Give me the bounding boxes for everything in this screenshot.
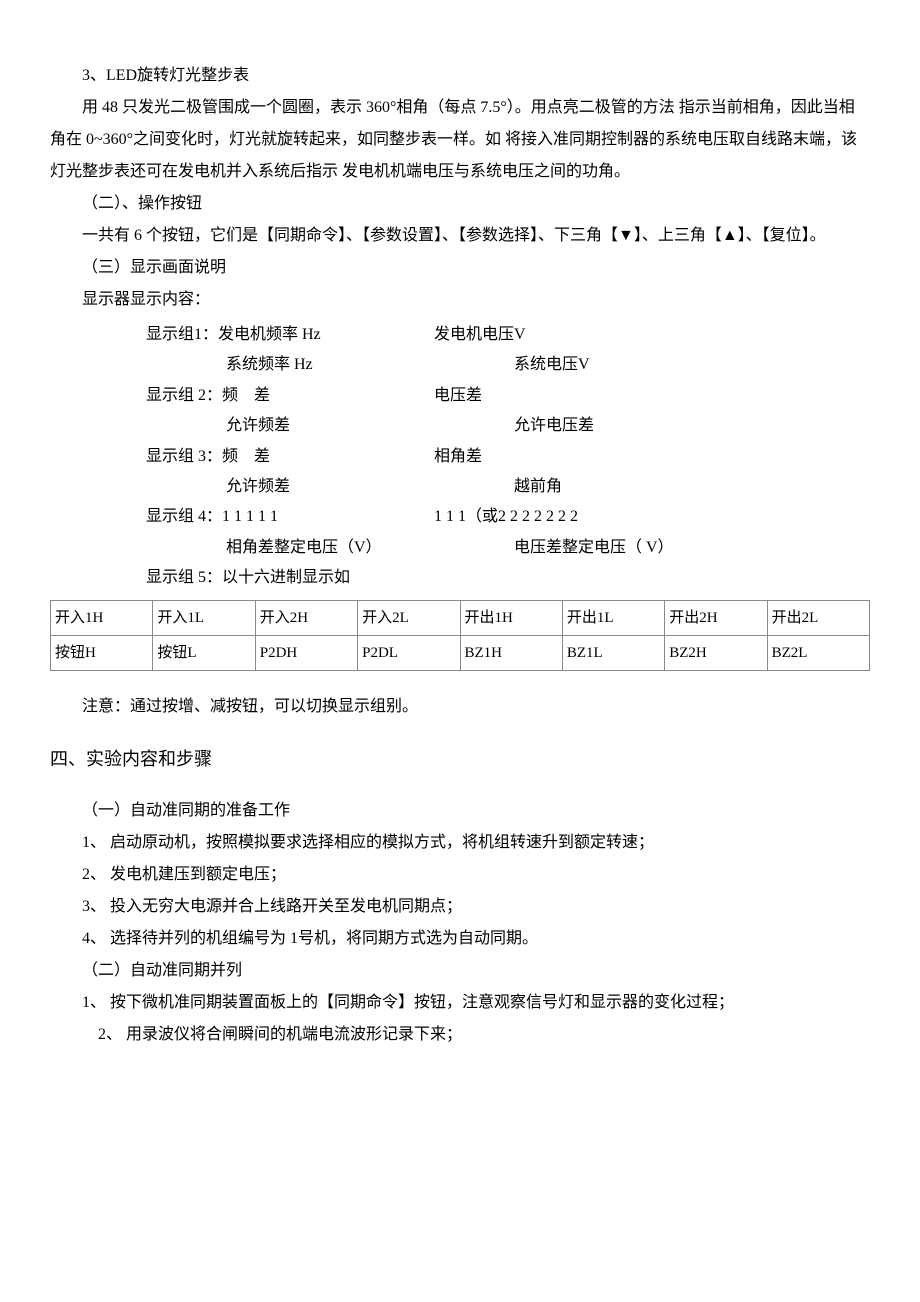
display-groups: 显示组1：发电机频率 Hz 发电机电压V 系统频率 Hz 系统电压V 显示组 2…: [146, 320, 870, 594]
group4-row2: 相角差整定电压（V） 电压差整定电压（ V）: [146, 533, 870, 563]
para-3-led-title: 3、LED旋转灯光整步表: [50, 60, 870, 92]
g3-l2l: 允许频差: [146, 472, 514, 502]
g1-l1r: 发电机电压V: [434, 320, 870, 350]
group3-row1: 显示组 3：频 差 相角差: [146, 442, 870, 472]
g2-l1l: 显示组 2：频 差: [146, 381, 434, 411]
cell: 开出2H: [665, 600, 767, 635]
g2-l2r: 允许电压差: [514, 411, 870, 441]
g3-l1l: 显示组 3：频 差: [146, 442, 434, 472]
step-1-1: 1、 启动原动机，按照模拟要求选择相应的模拟方式，将机组转速升到额定转速；: [50, 827, 870, 859]
para-led-desc: 用 48 只发光二极管围成一个圆圈，表示 360°相角（每点 7.5°）。用点亮…: [50, 92, 870, 188]
g3-l2r: 越前角: [514, 472, 870, 502]
cell: 开出1L: [562, 600, 664, 635]
cell: BZ1L: [562, 635, 664, 670]
cell: 开入1H: [51, 600, 153, 635]
group1-row1: 显示组1：发电机频率 Hz 发电机电压V: [146, 320, 870, 350]
cell: 开出1H: [460, 600, 562, 635]
g2-l1r: 电压差: [434, 381, 870, 411]
group2-row2: 允许频差 允许电压差: [146, 411, 870, 441]
step-1-4: 4、 选择待并列的机组编号为 1号机，将同期方式选为自动同期。: [50, 923, 870, 955]
subsec-2: （二）自动准同期并列: [50, 955, 870, 987]
para-display-intro: 显示器显示内容：: [50, 284, 870, 316]
step-2-2: 2、 用录波仪将合闸瞬间的机端电流波形记录下来；: [50, 1019, 870, 1051]
step-2-1-text: 1、 按下微机准同期装置面板上的【同期命令】按钮，注意观察信号灯和显示器的变化过…: [82, 994, 734, 1011]
group2-row1: 显示组 2：频 差 电压差: [146, 381, 870, 411]
buttons-text: 一共有 6 个按钮，它们是【同期命令】、【参数设置】、【参数选择】、下三角【▼】…: [82, 227, 826, 244]
para-sec2-title: （二）、操作按钮: [50, 188, 870, 220]
g4-l1r: 1 1 1（或2 2 2 2 2 2 2: [434, 502, 870, 532]
step-1-2: 2、 发电机建压到额定电压；: [50, 859, 870, 891]
cell: 开出2L: [767, 600, 869, 635]
table-row: 按钮H 按钮L P2DH P2DL BZ1H BZ1L BZ2H BZ2L: [51, 635, 870, 670]
cell: P2DH: [255, 635, 357, 670]
g2-l2l: 允许频差: [146, 411, 514, 441]
section-4-heading: 四、实验内容和步骤: [50, 741, 870, 777]
group4-row1: 显示组 4：1 1 1 1 1 1 1 1（或2 2 2 2 2 2 2: [146, 502, 870, 532]
para-buttons-desc: 一共有 6 个按钮，它们是【同期命令】、【参数设置】、【参数选择】、下三角【▼】…: [50, 220, 870, 252]
group5-row1: 显示组 5：以十六进制显示如: [146, 563, 870, 593]
cell: 开入2H: [255, 600, 357, 635]
g1-l2r: 系统电压V: [514, 350, 870, 380]
step-2-1: 1、 按下微机准同期装置面板上的【同期命令】按钮，注意观察信号灯和显示器的变化过…: [50, 987, 870, 1019]
subsec-1: （一）自动准同期的准备工作: [50, 795, 870, 827]
group3-row2: 允许频差 越前角: [146, 472, 870, 502]
para-sec3-title: （三）显示画面说明: [50, 252, 870, 284]
g1-l2l: 系统频率 Hz: [146, 350, 514, 380]
para-note: 注意：通过按增、减按钮，可以切换显示组别。: [50, 691, 870, 723]
g1-l1l: 显示组1：发电机频率 Hz: [146, 320, 434, 350]
cell: 开入1L: [153, 600, 255, 635]
cell: 按钮H: [51, 635, 153, 670]
g4-l1l: 显示组 4：1 1 1 1 1: [146, 502, 434, 532]
g5-l1l: 显示组 5：以十六进制显示如: [146, 563, 350, 593]
cell: P2DL: [358, 635, 460, 670]
group1-row2: 系统频率 Hz 系统电压V: [146, 350, 870, 380]
step-1-3: 3、 投入无穷大电源并合上线路开关至发电机同期点；: [50, 891, 870, 923]
g4-l2l: 相角差整定电压（V）: [146, 533, 514, 563]
hex-table: 开入1H 开入1L 开入2H 开入2L 开出1H 开出1L 开出2H 开出2L …: [50, 600, 870, 671]
table-row: 开入1H 开入1L 开入2H 开入2L 开出1H 开出1L 开出2H 开出2L: [51, 600, 870, 635]
g4-l2r: 电压差整定电压（ V）: [514, 533, 870, 563]
cell: BZ1H: [460, 635, 562, 670]
cell: 按钮L: [153, 635, 255, 670]
cell: 开入2L: [358, 600, 460, 635]
cell: BZ2H: [665, 635, 767, 670]
cell: BZ2L: [767, 635, 869, 670]
g3-l1r: 相角差: [434, 442, 870, 472]
